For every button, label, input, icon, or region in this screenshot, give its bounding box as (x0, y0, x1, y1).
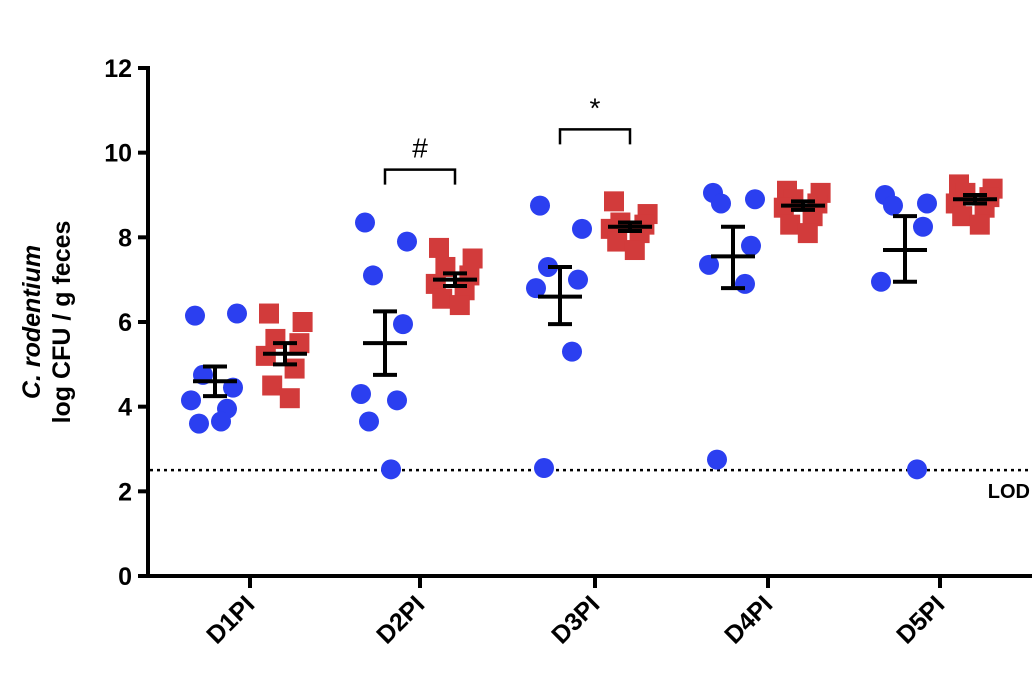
data-point (699, 254, 719, 275)
y-tick-label: 0 (118, 563, 132, 591)
data-point (624, 240, 645, 261)
data-point (871, 271, 891, 292)
data-point (181, 390, 201, 411)
data-point (797, 223, 818, 244)
data-point (449, 295, 470, 316)
data-point (707, 449, 727, 470)
data-point (359, 411, 379, 432)
data-point (381, 459, 401, 480)
x-tick-label: D2PI (371, 590, 430, 649)
data-points (181, 174, 1003, 480)
error-bars (193, 193, 997, 399)
y-tick-label: 10 (104, 140, 132, 168)
x-tick-label: D5PI (891, 590, 950, 649)
lod-label: LOD (988, 481, 1030, 503)
data-point (189, 413, 209, 434)
data-point (351, 383, 371, 404)
data-point (607, 231, 628, 252)
data-point (279, 388, 300, 409)
data-point (562, 341, 582, 362)
data-point (530, 195, 550, 216)
x-tick-label: D1PI (201, 590, 260, 649)
data-point (568, 269, 588, 290)
data-point (284, 358, 305, 379)
data-point (259, 303, 279, 324)
data-point (397, 231, 417, 252)
data-point (227, 303, 247, 324)
data-point (604, 191, 624, 212)
data-point (917, 193, 937, 214)
data-point (262, 375, 283, 396)
data-point (534, 458, 554, 479)
y-tick-label: 8 (118, 224, 132, 252)
y-tick-label: 6 (118, 309, 132, 337)
significance-annotations: #* (383, 92, 632, 185)
data-point (363, 265, 383, 286)
data-point (462, 248, 483, 269)
data-point (907, 459, 927, 480)
significance-marker: # (412, 133, 428, 164)
significance-bracket (558, 128, 632, 145)
data-point (289, 333, 310, 354)
data-point (969, 214, 990, 235)
data-point (952, 206, 973, 227)
y-axis-label-line2: log CFU / g feces (48, 221, 76, 424)
data-point (913, 216, 933, 237)
data-point (387, 390, 407, 411)
data-point (292, 312, 313, 332)
y-tick-label: 4 (118, 394, 132, 422)
data-point (773, 197, 794, 218)
data-point (572, 218, 592, 239)
data-point (745, 189, 765, 210)
data-point (211, 411, 231, 432)
data-point (255, 345, 276, 366)
y-ticks: 0 2 4 6 8 10 12 (104, 55, 148, 591)
data-point (185, 305, 205, 326)
y-tick-label: 2 (118, 478, 132, 506)
x-ticks: D1PI D2PI D3PI D4PI D5PI (201, 576, 950, 650)
significance-bracket (383, 168, 457, 185)
data-point (355, 212, 375, 233)
data-point (741, 235, 761, 256)
data-point (735, 273, 755, 294)
data-point (780, 214, 801, 235)
data-point (393, 314, 413, 335)
data-point (711, 193, 731, 214)
data-point (432, 288, 453, 309)
data-point (883, 195, 903, 216)
significance-marker: * (590, 92, 601, 123)
data-point (526, 278, 546, 299)
data-point (429, 237, 449, 258)
lod: LOD (150, 468, 1032, 503)
x-tick-label: D3PI (546, 590, 605, 649)
y-axis-label: C. rodentium log CFU / g feces (18, 221, 76, 424)
x-tick-label: D4PI (719, 590, 778, 649)
y-tick-label: 12 (104, 55, 132, 83)
y-axis-label-line1: C. rodentium (18, 245, 46, 399)
